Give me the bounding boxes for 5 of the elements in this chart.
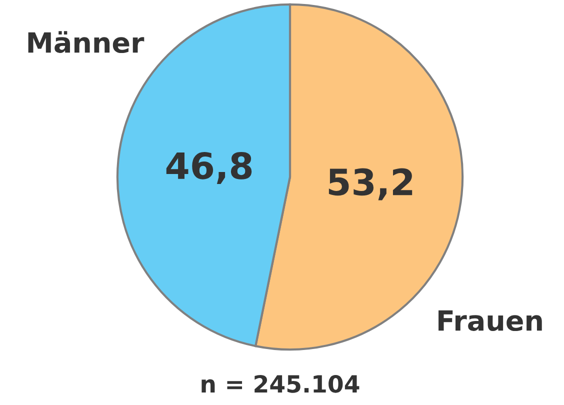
slice-label: Frauen (438, 310, 542, 332)
slice-label: Männer (28, 31, 144, 54)
data-label: 46,8 (166, 152, 252, 184)
data-label: 53,2 (328, 168, 412, 200)
text: n = 245.104 (202, 374, 360, 393)
